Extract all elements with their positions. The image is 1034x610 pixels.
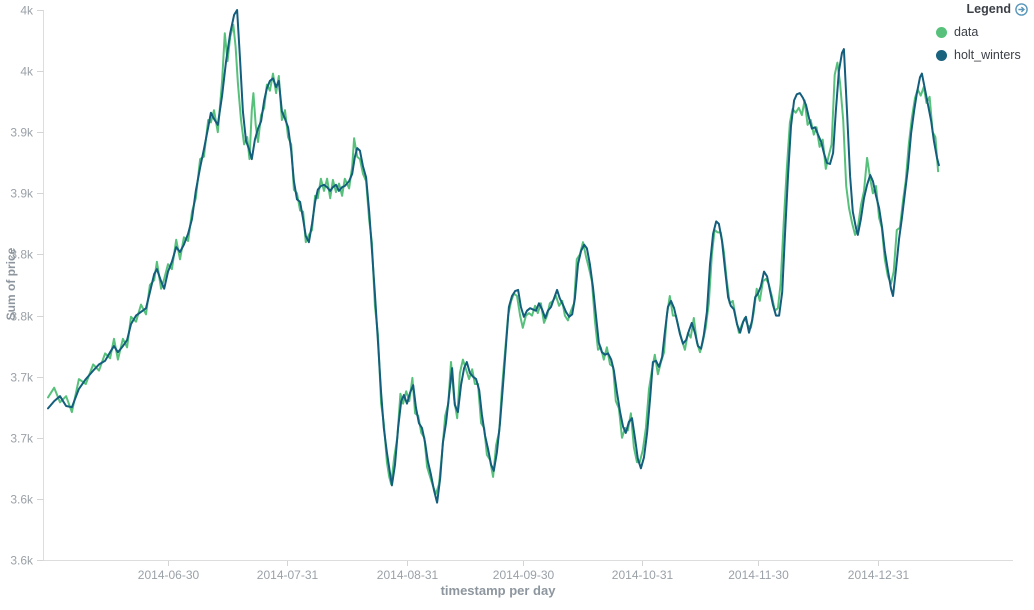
legend-item-label: data <box>954 25 979 39</box>
y-tick-label: 3.7k <box>10 432 34 446</box>
y-tick-label: 3.8k <box>10 310 34 324</box>
x-tick-label: 2014-06-30 <box>138 568 200 582</box>
x-tick-label: 2014-08-31 <box>377 568 439 582</box>
series-line-data[interactable] <box>47 23 940 495</box>
y-tick-label: 3.9k <box>10 187 34 201</box>
x-axis-title: timestamp per day <box>440 583 556 598</box>
legend-toggle-icon[interactable] <box>1015 2 1028 16</box>
y-tick-label: 3.9k <box>10 126 34 140</box>
legend-header: Legend <box>936 2 1028 16</box>
legend-item-holt-winters[interactable]: holt_winters <box>936 48 1028 62</box>
legend-item-label: holt_winters <box>954 48 1021 62</box>
legend-title: Legend <box>966 2 1011 16</box>
series-line-holt_winters[interactable] <box>47 9 940 504</box>
legend-item-data[interactable]: data <box>936 25 1028 39</box>
y-axis-title: Sum of price <box>4 247 18 321</box>
series-color-dot <box>936 26 947 38</box>
x-tick-label: 2014-12-31 <box>848 568 910 582</box>
y-tick-label: 3.6k <box>10 493 34 507</box>
x-tick-label: 2014-07-31 <box>257 568 319 582</box>
y-tick-label: 4k <box>20 65 34 79</box>
y-tick-label: 3.6k <box>10 554 34 568</box>
y-tick-label: 4k <box>20 4 34 18</box>
x-tick-label: 2014-11-30 <box>728 568 789 582</box>
legend: Legend data holt_winters <box>936 2 1028 62</box>
series-color-dot <box>936 49 947 61</box>
y-tick-label: 3.7k <box>10 371 34 385</box>
x-tick-label: 2014-10-31 <box>612 568 674 582</box>
x-tick-label: 2014-09-30 <box>493 568 555 582</box>
y-tick-label: 3.8k <box>10 248 34 262</box>
